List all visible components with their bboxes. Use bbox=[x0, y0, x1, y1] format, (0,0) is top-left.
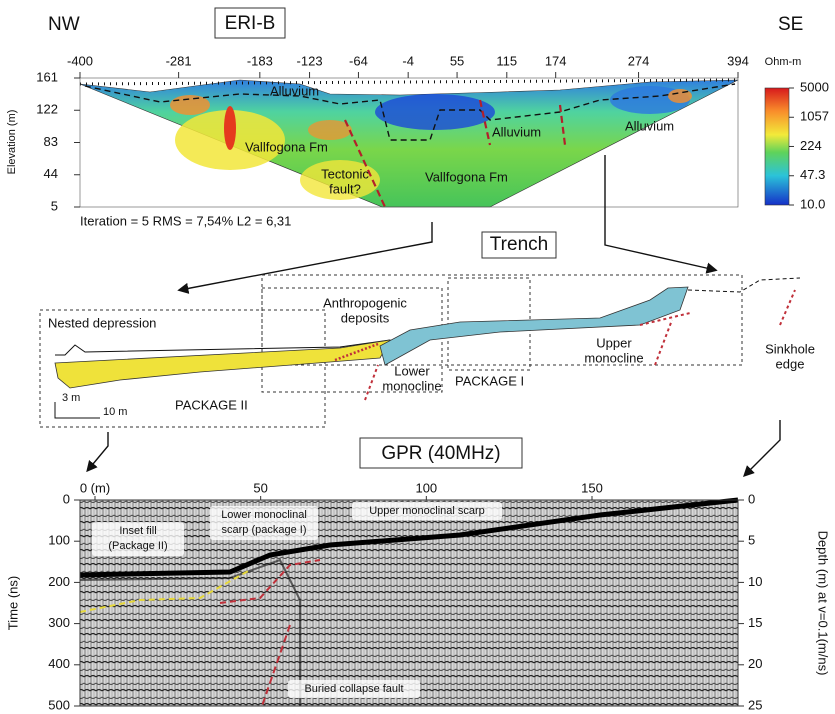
color-tick-label: 10.0 bbox=[800, 196, 825, 211]
annotation: monocline bbox=[382, 378, 441, 393]
annotation: Upper monoclinal scarp bbox=[369, 505, 485, 517]
x-tick-label: -400 bbox=[67, 53, 93, 68]
annotation: Upper bbox=[596, 335, 632, 350]
annotation: deposits bbox=[341, 310, 390, 325]
x-tick-label: 274 bbox=[628, 53, 650, 68]
unit-label: Alluvium bbox=[625, 118, 674, 133]
y-tick-label: 25 bbox=[748, 697, 762, 712]
unit-label: Alluvium bbox=[270, 83, 319, 98]
y-tick-label: 20 bbox=[748, 656, 762, 671]
y-axis-label: Elevation (m) bbox=[6, 110, 18, 175]
y-tick-label: 0 bbox=[748, 491, 755, 506]
fault-label: fault? bbox=[329, 181, 361, 196]
color-tick-label: 47.3 bbox=[800, 167, 825, 182]
y-tick-label: 5 bbox=[51, 198, 58, 213]
orientation-label: SE bbox=[778, 14, 803, 35]
y-tick-label: 161 bbox=[36, 69, 58, 84]
y-tick-label: 100 bbox=[48, 533, 70, 548]
x-tick-label: -281 bbox=[166, 53, 192, 68]
color-bar bbox=[765, 88, 789, 205]
y-tick-label: 15 bbox=[748, 615, 762, 630]
annotation: scarp (package I) bbox=[222, 524, 307, 536]
annotation: Buried collapse fault bbox=[304, 683, 403, 695]
y-tick-label: 122 bbox=[36, 102, 58, 117]
orientation-label: NW bbox=[48, 14, 80, 35]
y-tick-label: 300 bbox=[48, 615, 70, 630]
x-tick-label: 100 bbox=[415, 480, 437, 495]
x-tick-label: 174 bbox=[545, 53, 567, 68]
x-tick-label: -123 bbox=[297, 53, 323, 68]
panel-title: GPR (40MHz) bbox=[381, 443, 500, 464]
panel-title: Trench bbox=[490, 234, 548, 255]
color-tick-label: 5000 bbox=[800, 79, 829, 94]
unit-label: Ohm-m bbox=[765, 56, 802, 68]
annotation: Lower monoclinal bbox=[221, 509, 307, 521]
annotation: Lower bbox=[394, 363, 430, 378]
annotation: Sinkhole bbox=[765, 341, 815, 356]
y-tick-label: 400 bbox=[48, 656, 70, 671]
trench-section bbox=[40, 275, 800, 427]
y-axis-label: Time (ns) bbox=[5, 576, 20, 630]
annotation: (Package II) bbox=[108, 540, 167, 552]
inversion-stats: Iteration = 5 RMS = 7,54% L2 = 6,31 bbox=[80, 213, 291, 228]
unit-label: Alluvium bbox=[492, 124, 541, 139]
y-tick-label: 10 bbox=[748, 574, 762, 589]
y-tick-label: 200 bbox=[48, 574, 70, 589]
annotation: Inset fill bbox=[119, 525, 156, 537]
panel-title: ERI-B bbox=[225, 13, 276, 34]
x-tick-label: 0 (m) bbox=[80, 480, 110, 495]
unit-label: PACKAGE I bbox=[455, 373, 524, 388]
y-tick-label: 83 bbox=[44, 134, 58, 149]
y-tick-label: 0 bbox=[63, 491, 70, 506]
x-tick-label: 50 bbox=[253, 480, 267, 495]
unit-label: Vallfogona Fm bbox=[245, 139, 328, 154]
fault-label: Tectonic bbox=[321, 166, 369, 181]
figure: NW SE ERI-B Ohm-m Elevation (m) Iteration = 5… bbox=[0, 0, 835, 714]
color-tick-label: 224 bbox=[800, 138, 822, 153]
y-axis-label: Depth (m) at v=0.1(m/ns) bbox=[816, 531, 831, 676]
annotation: monocline bbox=[584, 350, 643, 365]
x-tick-label: -183 bbox=[247, 53, 273, 68]
scale-label: 3 m bbox=[62, 392, 80, 404]
y-tick-label: 44 bbox=[44, 166, 58, 181]
scale-label: 10 m bbox=[103, 406, 127, 418]
y-tick-label: 500 bbox=[48, 697, 70, 712]
color-tick-label: 1057 bbox=[800, 109, 829, 124]
x-tick-label: 55 bbox=[450, 53, 464, 68]
y-tick-label: 5 bbox=[748, 533, 755, 548]
x-tick-label: -64 bbox=[349, 53, 368, 68]
x-tick-label: 115 bbox=[496, 53, 517, 68]
annotation: Nested depression bbox=[48, 315, 156, 330]
eri-section bbox=[80, 78, 738, 207]
unit-label: PACKAGE II bbox=[175, 397, 248, 412]
annotation: Anthropogenic bbox=[323, 295, 407, 310]
x-tick-label: -4 bbox=[402, 53, 414, 68]
unit-label: Vallfogona Fm bbox=[425, 169, 508, 184]
x-tick-label: 394 bbox=[727, 53, 749, 68]
x-tick-label: 150 bbox=[581, 480, 603, 495]
annotation: edge bbox=[776, 356, 805, 371]
